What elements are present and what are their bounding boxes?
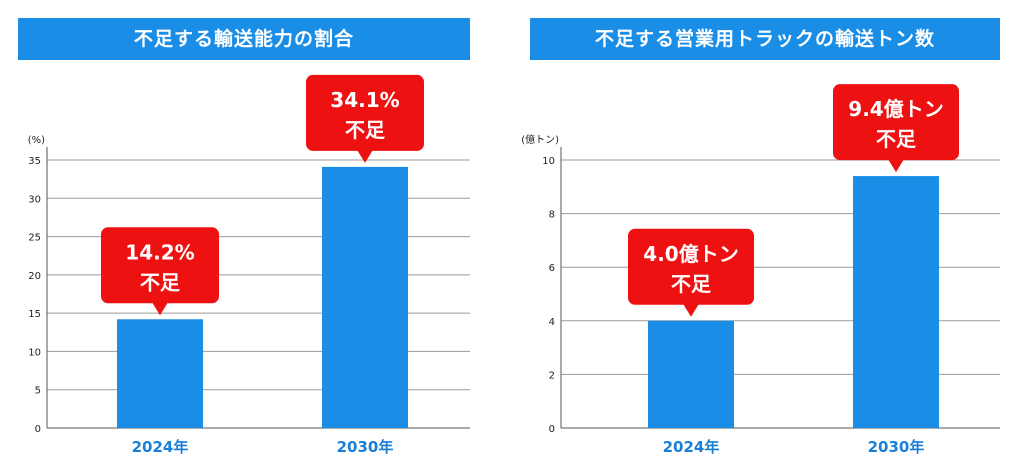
y-axis-unit-label: (%) bbox=[28, 135, 45, 146]
x-category-label: 2030年 bbox=[337, 438, 394, 456]
x-category-label: 2024年 bbox=[132, 438, 189, 456]
callout-box bbox=[101, 227, 219, 304]
y-tick-label: 30 bbox=[28, 194, 41, 205]
data-label-value: 14.2% bbox=[125, 240, 194, 264]
data-label-value: 34.1% bbox=[330, 88, 399, 112]
y-tick-label: 10 bbox=[542, 156, 555, 167]
bar bbox=[117, 319, 203, 428]
y-axis-unit-label: (億トン) bbox=[521, 133, 559, 146]
callout-box bbox=[833, 84, 959, 161]
y-tick-label: 35 bbox=[28, 156, 41, 167]
y-tick-label: 10 bbox=[28, 347, 41, 358]
y-tick-label: 0 bbox=[35, 424, 41, 435]
chart-title-banner: 不足する輸送能力の割合 bbox=[18, 18, 470, 60]
y-tick-label: 4 bbox=[549, 317, 555, 328]
callout-pointer bbox=[152, 302, 168, 316]
y-tick-label: 25 bbox=[28, 233, 41, 244]
bar bbox=[322, 166, 408, 429]
data-label-shortage: 不足 bbox=[345, 118, 386, 142]
bar-chart-transport-capacity: 0 5 10 15 20 25 30 35 (%) 14.2% 不足 2024年 34.1% 不足 2030… bbox=[28, 74, 470, 456]
y-tick-label: 20 bbox=[28, 271, 41, 282]
chart-title-banner: 不足する営業用トラックの輸送トン数 bbox=[530, 18, 1000, 60]
y-tick-label: 6 bbox=[549, 263, 555, 274]
bar bbox=[648, 320, 734, 428]
data-label-shortage: 不足 bbox=[876, 127, 917, 151]
data-label-shortage: 不足 bbox=[671, 272, 712, 296]
bar bbox=[853, 176, 939, 428]
data-label-shortage: 不足 bbox=[140, 270, 181, 294]
chart-panel-transport-capacity: 不足する輸送能力の割合 0 5 10 15 20 25 30 35 (%) 14.2% 不足 2024… bbox=[14, 0, 494, 472]
x-category-label: 2030年 bbox=[868, 438, 925, 456]
callout-pointer bbox=[683, 303, 699, 317]
x-category-label: 2024年 bbox=[663, 438, 720, 456]
callout-box bbox=[628, 228, 754, 305]
y-tick-label: 15 bbox=[28, 309, 41, 320]
callout-pointer bbox=[357, 149, 373, 163]
chart-panel-truck-tonnage: 不足する営業用トラックの輸送トン数 0 2 4 6 8 10 (億トン) 4.0億トン 不足 20… bbox=[521, 0, 1006, 472]
y-tick-label: 5 bbox=[35, 386, 41, 397]
y-tick-label: 2 bbox=[549, 370, 555, 381]
y-tick-label: 0 bbox=[549, 424, 555, 435]
callout-box bbox=[306, 74, 424, 151]
data-label-value: 4.0億トン bbox=[643, 242, 738, 266]
y-tick-label: 8 bbox=[549, 210, 555, 221]
data-label-value: 9.4億トン bbox=[848, 97, 943, 121]
callout-pointer bbox=[888, 159, 904, 173]
